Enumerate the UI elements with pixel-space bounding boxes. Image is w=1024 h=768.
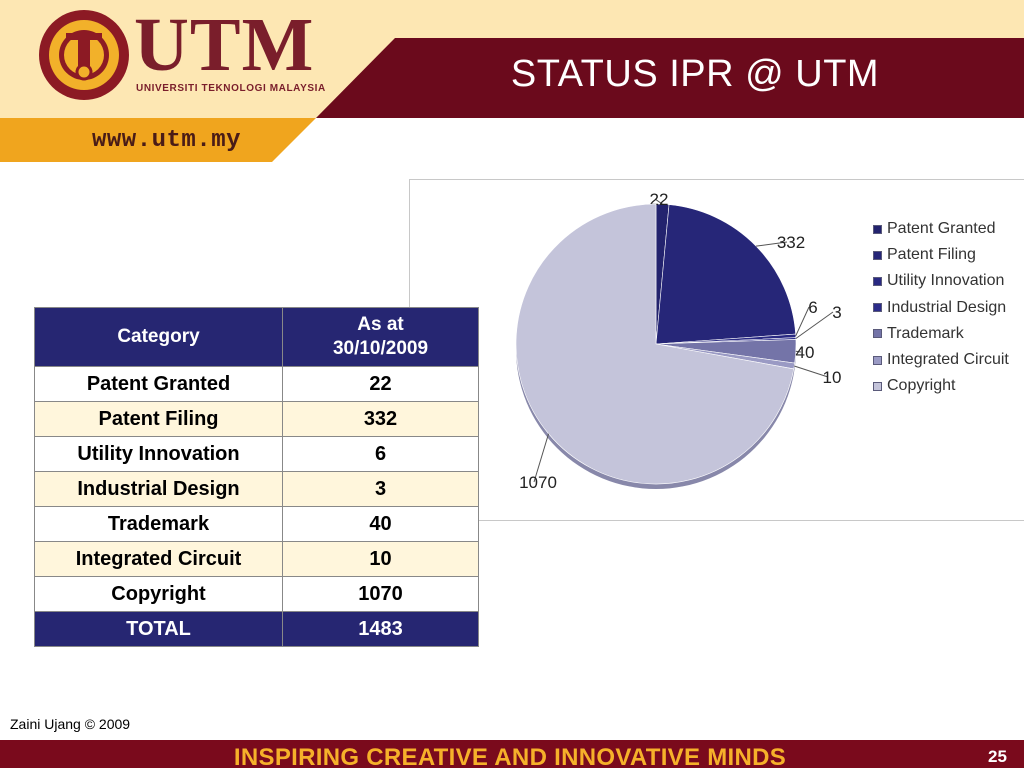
- table-row: Industrial Design 3: [34, 471, 479, 507]
- ipr-table: Category As at 30/10/2009 Patent Granted…: [34, 307, 479, 647]
- row-category: Copyright: [34, 576, 283, 612]
- row-value: 22: [282, 366, 479, 402]
- pie-slice-copyright: [515, 203, 795, 485]
- row-value: 6: [282, 436, 479, 472]
- legend-label: Trademark: [887, 324, 964, 342]
- slide-title: STATUS IPR @ UTM: [510, 53, 880, 95]
- pie-data-label: 332: [777, 233, 805, 252]
- row-value: 332: [282, 401, 479, 437]
- row-value: 10: [282, 541, 479, 577]
- pie-slice-patent-filing: [655, 204, 796, 345]
- legend-item: Patent Granted: [873, 216, 1009, 242]
- row-value: 1070: [282, 576, 479, 612]
- author-credit: Zaini Ujang © 2009: [10, 716, 131, 732]
- page-number: 25: [988, 747, 1007, 766]
- header-as-at-label: As at: [357, 314, 404, 335]
- table-row: Copyright 1070: [34, 576, 479, 612]
- table-row: Patent Granted 22: [34, 366, 479, 402]
- pie-chart: 22 332 6 3 40 10 1070 Patent Granted Patent Fil…: [409, 179, 1024, 521]
- header-orange-band: [0, 118, 316, 162]
- pie-data-label: 1070: [519, 473, 557, 492]
- header-title-band: [316, 38, 1024, 118]
- legend-label: Patent Filing: [887, 246, 976, 264]
- legend-item: Patent Filing: [873, 242, 1009, 268]
- legend-swatch: [873, 276, 882, 286]
- chart-legend: Patent Granted Patent Filing Utility Innov…: [873, 216, 1009, 399]
- row-value: 40: [282, 506, 479, 542]
- footer-slogan: INSPIRING CREATIVE AND INNOVATIVE MINDS: [233, 744, 787, 768]
- utm-crest-logo: [39, 10, 129, 100]
- website-link[interactable]: www.utm.my: [92, 127, 242, 154]
- legend-item: Copyright: [873, 373, 1009, 399]
- pie-leader-line: [756, 241, 788, 247]
- table-row: Patent Filing 332: [34, 401, 479, 437]
- pie-data-label: 6: [808, 298, 817, 317]
- row-category: Patent Granted: [34, 366, 283, 402]
- pie-data-label: 3: [832, 303, 841, 322]
- legend-swatch: [873, 303, 882, 313]
- row-category: Patent Filing: [34, 401, 283, 437]
- legend-swatch: [873, 329, 882, 339]
- legend-swatch: [873, 250, 882, 260]
- row-category: Integrated Circuit: [34, 541, 283, 577]
- legend-label: Industrial Design: [887, 298, 1007, 316]
- legend-label: Utility Innovation: [887, 272, 1005, 290]
- pie-leader-line: [654, 198, 663, 205]
- header-as-at: As at 30/10/2009: [282, 307, 479, 367]
- pie-leader-line: [795, 306, 810, 337]
- legend-item: Industrial Design: [873, 295, 1009, 321]
- table-row: Utility Innovation 6: [34, 436, 479, 472]
- row-category: Trademark: [34, 506, 283, 542]
- footer-bar: [0, 740, 1024, 768]
- legend-item: Trademark: [873, 321, 1009, 347]
- legend-label: Copyright: [887, 377, 956, 395]
- total-label: TOTAL: [34, 611, 283, 647]
- legend-label: Integrated Circuit: [887, 351, 1009, 369]
- header-category: Category: [34, 307, 283, 367]
- legend-label: Patent Granted: [887, 220, 996, 238]
- header-as-at-date: 30/10/2009: [332, 338, 429, 359]
- row-category: Utility Innovation: [34, 436, 283, 472]
- pie-leader-line: [795, 311, 834, 339]
- pie-data-label: 10: [823, 368, 842, 387]
- brand-subtitle: UNIVERSITI TEKNOLOGI MALAYSIA: [136, 83, 326, 94]
- legend-swatch: [873, 381, 882, 391]
- table-row: Trademark 40: [34, 506, 479, 542]
- table-row: Integrated Circuit 10: [34, 541, 479, 577]
- pie-leader-line: [794, 365, 829, 378]
- legend-swatch: [873, 224, 882, 234]
- legend-item: Integrated Circuit: [873, 347, 1009, 373]
- legend-item: Utility Innovation: [873, 268, 1009, 294]
- row-category: Industrial Design: [34, 471, 283, 507]
- table-total-row: TOTAL 1483: [34, 611, 479, 647]
- total-value: 1483: [282, 611, 479, 647]
- pie-leader-line: [533, 433, 550, 483]
- pie-leader-line: [795, 350, 802, 353]
- legend-swatch: [873, 355, 882, 365]
- pie-data-label: 40: [796, 343, 815, 362]
- brand-name: UTM: [134, 3, 315, 87]
- row-value: 3: [282, 471, 479, 507]
